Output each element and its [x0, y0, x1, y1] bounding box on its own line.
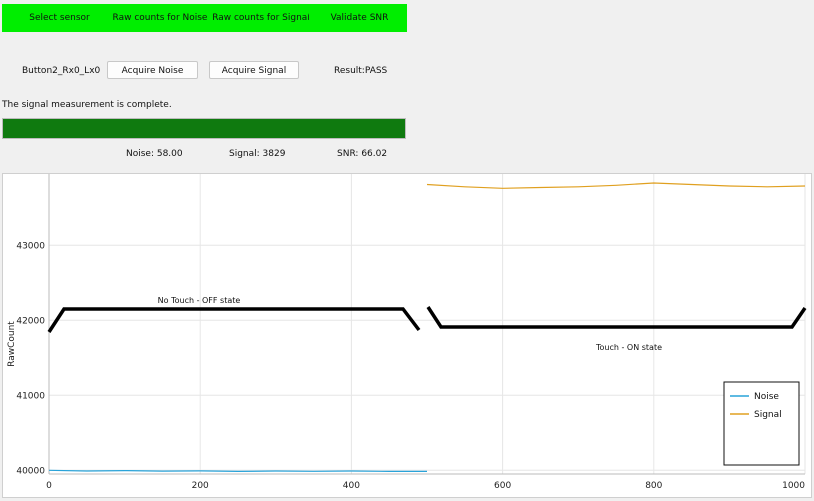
- status-message: The signal measurement is complete.: [2, 100, 172, 110]
- step-label: Select sensor: [29, 13, 90, 23]
- y-tick-labels: 40000 41000 42000 43000: [16, 241, 45, 476]
- snr-metric: SNR: 66.02: [337, 149, 388, 159]
- legend-noise-label: Noise: [754, 392, 779, 402]
- x-tick-label: 600: [494, 481, 511, 491]
- step-raw-counts-noise[interactable]: Raw counts for Noise: [102, 4, 210, 32]
- wizard-steps: Select sensor Raw counts for Noise Raw c…: [2, 4, 407, 32]
- y-tick-label: 40000: [16, 466, 45, 476]
- on-state-bracket: [426, 306, 807, 329]
- result-label: Result:PASS: [334, 66, 388, 76]
- progress-fill: [3, 119, 405, 138]
- grid-lines: [49, 174, 806, 474]
- series-noise-line: [48, 469, 427, 473]
- legend: Noise Signal: [723, 381, 800, 466]
- step-select-sensor[interactable]: Select sensor: [2, 4, 109, 32]
- signal-metric: Signal: 3829: [229, 149, 286, 159]
- legend-box: [723, 381, 800, 466]
- off-state-bracket: [47, 307, 421, 333]
- step-validate-snr[interactable]: Validate SNR: [304, 4, 407, 32]
- x-tick-label: 200: [192, 481, 209, 491]
- x-tick-labels: 0 200 400 600 800 1000: [46, 481, 805, 491]
- y-axis-label: RawCount: [7, 321, 17, 367]
- on-state-annotation: Touch - ON state: [595, 343, 662, 352]
- rawcount-chart: 0 200 400 600 800 1000 40000 41000 42000 43000 R…: [7, 174, 807, 491]
- acquire-noise-button[interactable]: Acquire Noise: [107, 61, 198, 79]
- y-tick-label: 42000: [16, 316, 45, 326]
- step-raw-counts-signal[interactable]: Raw counts for Signal: [203, 4, 311, 32]
- noise-metric: Noise: 58.00: [126, 149, 183, 159]
- x-tick-label: 400: [343, 481, 360, 491]
- sensor-name-label: Button2_Rx0_Lx0: [22, 66, 101, 76]
- chart-panel: 0 200 400 600 800 1000 40000 41000 42000 43000 R…: [2, 173, 812, 498]
- series-lines: [48, 182, 806, 473]
- progress-bar: [2, 118, 406, 139]
- x-tick-label: 800: [645, 481, 662, 491]
- x-tick-label: 0: [46, 481, 52, 491]
- off-state-annotation: No Touch - OFF state: [158, 296, 241, 305]
- x-tick-label: 1000: [782, 481, 805, 491]
- y-tick-label: 43000: [16, 241, 45, 251]
- legend-signal-label: Signal: [754, 410, 782, 420]
- step-label: Raw counts for Noise: [112, 13, 208, 23]
- series-signal-line: [426, 182, 806, 189]
- acquire-signal-button[interactable]: Acquire Signal: [209, 61, 299, 79]
- y-tick-label: 41000: [16, 391, 45, 401]
- step-label: Raw counts for Signal: [212, 13, 310, 23]
- step-label: Validate SNR: [330, 13, 389, 23]
